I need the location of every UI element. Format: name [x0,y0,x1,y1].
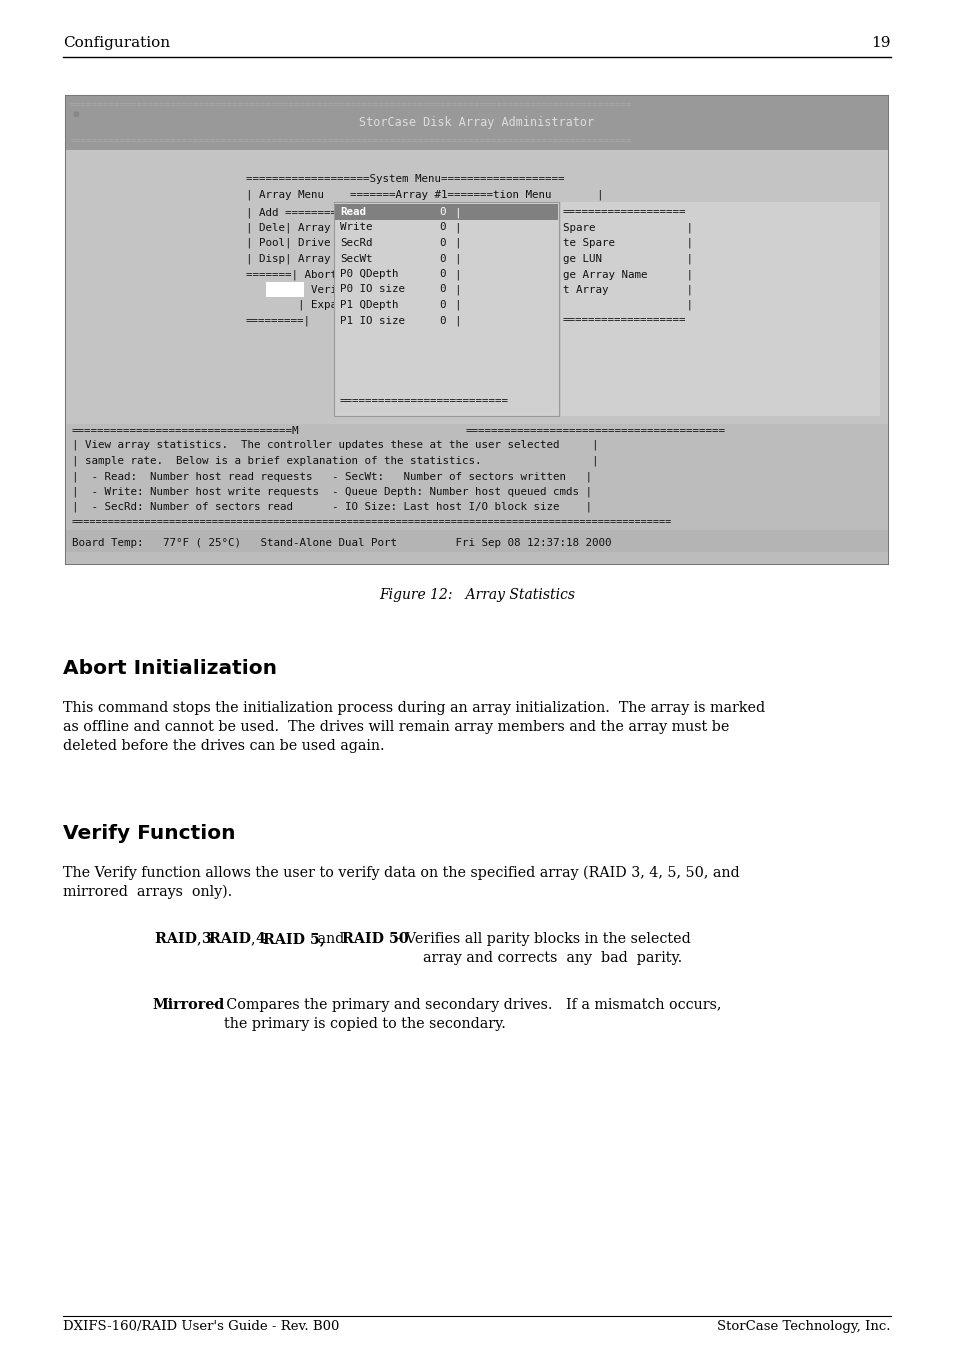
Text: ===================: =================== [562,207,686,218]
Text: ,: , [252,932,260,946]
Text: ===================System Menu===================: ===================System Menu==========… [246,174,564,183]
Text: StorCase Technology, Inc.: StorCase Technology, Inc. [717,1320,890,1333]
Text: 0: 0 [438,207,445,218]
Text: |: | [454,253,460,264]
Text: Figure 12:   Array Statistics: Figure 12: Array Statistics [378,589,575,602]
Bar [266,282,304,297]
Text: array and corrects  any  bad  parity.: array and corrects any bad parity. [422,951,681,965]
Text: ================================================================================: ========================================… [70,100,632,110]
Text: P0 QDepth: P0 QDepth [339,268,398,279]
Text: Mirrored: Mirrored [152,998,224,1012]
Text: ==================================M: ==================================M [71,426,299,435]
Text: the primary is copied to the secondary.: the primary is copied to the secondary. [224,1017,505,1031]
Text: 0: 0 [438,285,445,294]
Bar [334,203,558,416]
Text: RAID 4: RAID 4 [209,932,266,946]
Text: 0: 0 [438,300,445,309]
Text: |  - Read:  Number host read requests   - SecWt:   Number of sectors written   |: | - Read: Number host read requests - Se… [71,471,592,482]
Text: te Spare           |: te Spare | [562,238,692,249]
Text: SecWt: SecWt [339,253,372,263]
Text: =======| Abort I|: =======| Abort I| [246,268,356,279]
Text: |: | [454,300,460,311]
Text: ================================================================================: ========================================… [71,517,672,527]
Text: | Pool| Drive S|: | Pool| Drive S| [246,238,350,249]
Text: The Verify function allows the user to verify data on the specified array (RAID : The Verify function allows the user to v… [63,865,739,880]
Text: SecRd: SecRd [339,238,372,248]
Text: and: and [313,932,348,946]
Text: |: | [454,223,460,233]
Bar [560,203,879,416]
Text: ==========================: ========================== [339,411,489,420]
Text: Read: Read [339,207,366,218]
Text: ==========================: ========================== [339,396,509,407]
Text: | Expand |: | Expand | [246,300,363,311]
Text: Spare              |: Spare | [562,223,692,233]
Text: mirrored  arrays  only).: mirrored arrays only). [63,884,232,899]
Text: RAID 50: RAID 50 [342,932,409,946]
Text: |: | [454,238,460,249]
Text: | Array Menu    =======Array #1=======tion Menu       |: | Array Menu =======Array #1=======tion … [246,189,603,200]
Text: Board Temp:   77°F ( 25°C)   Stand-Alone Dual Port         Fri Sep 08 12:37:18 2: Board Temp: 77°F ( 25°C) Stand-Alone Dua… [71,538,611,548]
Text: |  - Write: Number host write requests  - Queue Depth: Number host queued cmds |: | - Write: Number host write requests - … [71,486,592,497]
Text: as offline and cannot be used.  The drives will remain array members and the arr: as offline and cannot be used. The drive… [63,720,729,734]
Text: 0: 0 [438,315,445,326]
Text: StorCase Disk Array Administrator: StorCase Disk Array Administrator [359,116,594,129]
Text: Write: Write [339,223,372,233]
Bar [66,96,887,151]
Text: -  Compares the primary and secondary drives.   If a mismatch occurs,: - Compares the primary and secondary dri… [208,998,721,1012]
Text: |: | [454,207,460,218]
Text: ,: , [197,932,206,946]
Text: DXIFS-160/RAID User's Guide - Rev. B00: DXIFS-160/RAID User's Guide - Rev. B00 [63,1320,339,1333]
Text: ================================================================================: ========================================… [70,136,632,145]
Text: 0: 0 [438,223,445,233]
Text: ■: ■ [71,111,78,116]
Text: | Add =========|: | Add =========| [246,207,350,218]
Text: This command stops the initialization process during an array initialization.  T: This command stops the initialization pr… [63,701,764,715]
Text: |: | [71,116,79,129]
Text: |: | [454,285,460,294]
Bar [66,151,887,424]
Text: |: | [875,116,882,129]
Text: ========================================: ======================================== [465,426,725,435]
Text: Verify Function: Verify Function [63,824,235,843]
Text: P0 IO size: P0 IO size [339,285,405,294]
Bar [66,424,887,564]
Text: ===================: =================== [562,315,686,326]
Text: P1 IO size: P1 IO size [339,315,405,326]
Text: |: | [454,315,460,326]
Text: =========|: =========| [246,315,311,326]
Bar [66,96,887,564]
Text: | Verify |: | Verify | [246,285,363,294]
Text: Configuration: Configuration [63,36,170,51]
Text: 0: 0 [438,238,445,248]
Text: P1 QDepth: P1 QDepth [339,300,398,309]
Text: 0: 0 [438,268,445,279]
Text: 19: 19 [871,36,890,51]
Text: RAID 5,: RAID 5, [263,932,325,946]
Text: deleted before the drives can be used again.: deleted before the drives can be used ag… [63,739,384,753]
Text: ge LUN             |: ge LUN | [562,253,692,264]
Text: |: | [562,300,692,311]
Text: RAID 3: RAID 3 [154,932,212,946]
Bar [335,204,558,219]
Text: |: | [454,268,460,279]
Bar [66,530,887,552]
Text: |  - SecRd: Number of sectors read      - IO Size: Last host I/O block size    |: | - SecRd: Number of sectors read - IO S… [71,502,592,512]
Text: Abort Initialization: Abort Initialization [63,658,276,678]
Text: 0: 0 [438,253,445,263]
Text: | Disp| Array S|: | Disp| Array S| [246,253,350,264]
Text: | Dele| Array S|: | Dele| Array S| [246,223,350,233]
Text: - Verifies all parity blocks in the selected: - Verifies all parity blocks in the sele… [392,932,690,946]
Text: | sample rate.  Below is a brief explanation of the statistics.                 : | sample rate. Below is a brief explanat… [71,456,598,465]
Text: ge Array Name      |: ge Array Name | [562,268,692,279]
Text: | View array statistics.  The controller updates these at the user selected     : | View array statistics. The controller … [71,439,598,450]
Text: t Array            |: t Array | [562,285,692,294]
